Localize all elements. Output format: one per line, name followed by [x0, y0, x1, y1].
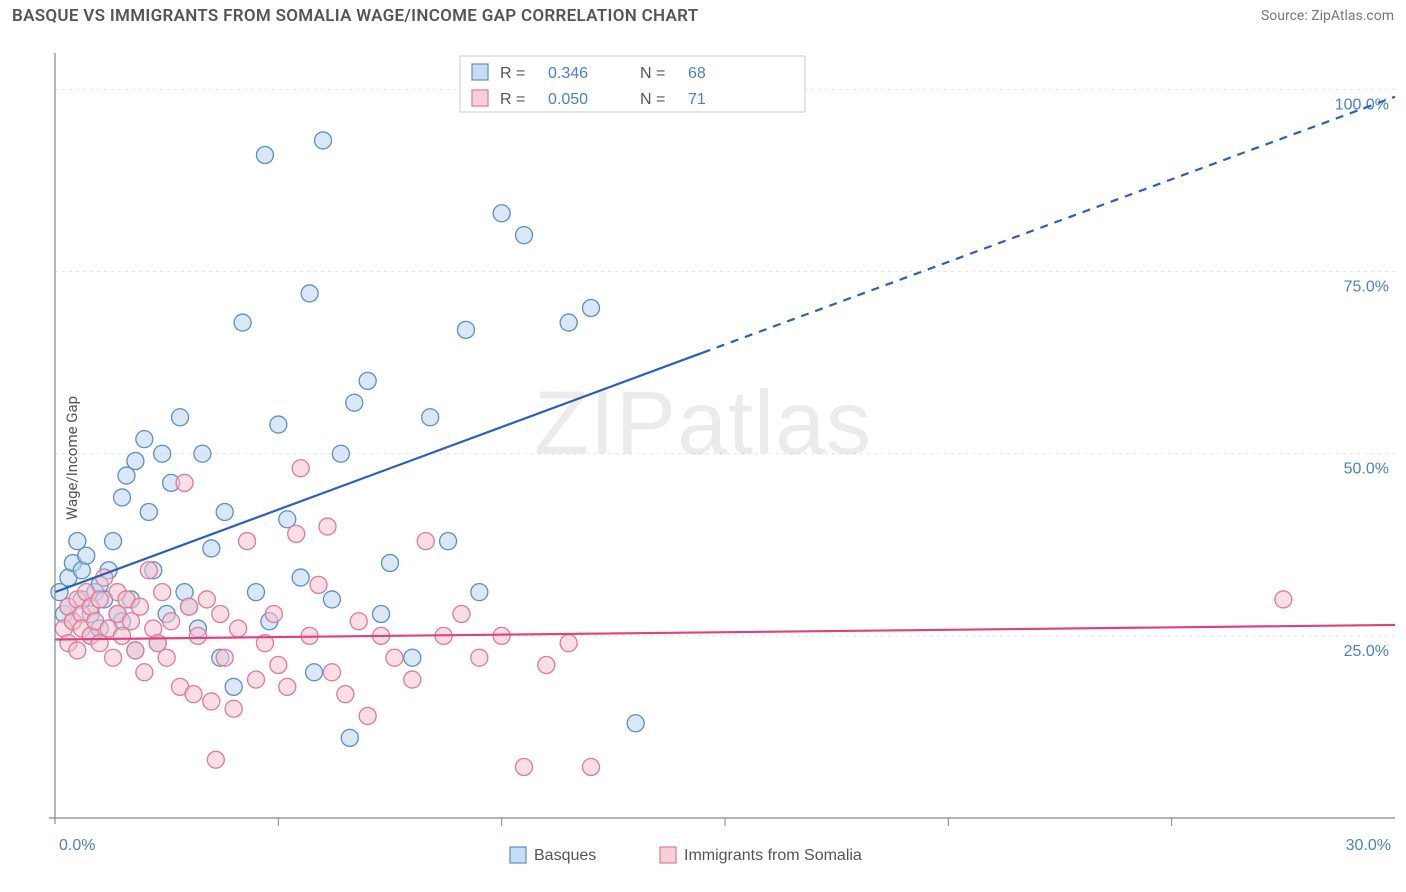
svg-text:R =: R = — [500, 91, 525, 108]
svg-text:Basques: Basques — [534, 847, 596, 864]
svg-text:30.0%: 30.0% — [1346, 837, 1391, 854]
svg-text:68: 68 — [688, 65, 706, 82]
svg-text:0.0%: 0.0% — [59, 837, 95, 854]
svg-text:Immigrants from Somalia: Immigrants from Somalia — [684, 847, 862, 864]
svg-text:75.0%: 75.0% — [1344, 279, 1389, 296]
svg-text:25.0%: 25.0% — [1344, 643, 1389, 660]
chart-header: BASQUE VS IMMIGRANTS FROM SOMALIA WAGE/I… — [0, 0, 1406, 28]
svg-text:0.050: 0.050 — [548, 91, 588, 108]
svg-text:N =: N = — [640, 91, 665, 108]
chart-source: Source: ZipAtlas.com — [1261, 8, 1394, 24]
svg-text:50.0%: 50.0% — [1344, 461, 1389, 478]
source-prefix: Source: — [1261, 8, 1311, 24]
svg-text:100.0%: 100.0% — [1335, 96, 1389, 113]
svg-text:R =: R = — [500, 65, 525, 82]
chart-container: Wage/Income Gap ZIPatlas 25.0%50.0%75.0%… — [0, 28, 1406, 888]
chart-title: BASQUE VS IMMIGRANTS FROM SOMALIA WAGE/I… — [12, 6, 698, 26]
scatter-chart: 25.0% 50.0% 75.0% 100.0% 0.0% 30.0% R = 0.346 N … — [0, 28, 1406, 888]
svg-text:0.346: 0.346 — [548, 65, 588, 82]
y-axis-label: Wage/Income Gap — [63, 396, 81, 520]
svg-text:71: 71 — [688, 91, 706, 108]
source-link[interactable]: ZipAtlas.com — [1311, 8, 1394, 24]
svg-text:N =: N = — [640, 65, 665, 82]
